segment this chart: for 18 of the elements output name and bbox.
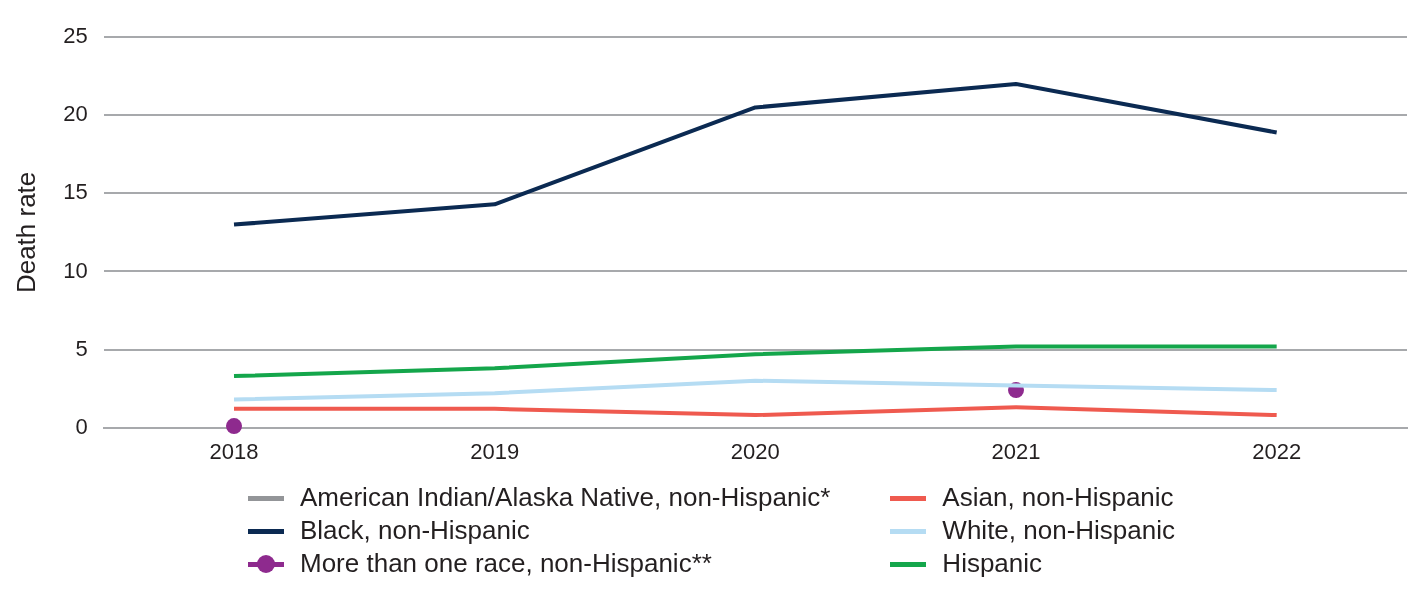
x-tick-label: 2019 [470,438,520,464]
x-tick-label: 2022 [1252,438,1302,464]
y-tick-label: 10 [63,257,88,283]
legend-label: Hispanic [942,548,1043,579]
legend-label: American Indian/Alaska Native, non-Hispanic* [299,482,831,513]
y-tick-label: 25 [63,23,88,49]
x-tick-label: 2021 [991,438,1041,464]
y-tick-label: 15 [63,179,88,205]
y-tick-label: 20 [63,101,88,127]
legend-label: Black, non-Hispanic [299,515,530,546]
x-tick-label: 2020 [730,438,780,464]
legend-label: White, non-Hispanic [942,515,1176,546]
y-tick-label: 5 [75,335,88,361]
legend-label: Asian, non-Hispanic [942,482,1174,513]
y-axis-title: Death rate [10,171,41,294]
x-tick-label: 2018 [209,438,259,464]
legend-label: More than one race, non-Hispanic** [299,548,712,579]
y-tick-label: 0 [75,413,88,439]
